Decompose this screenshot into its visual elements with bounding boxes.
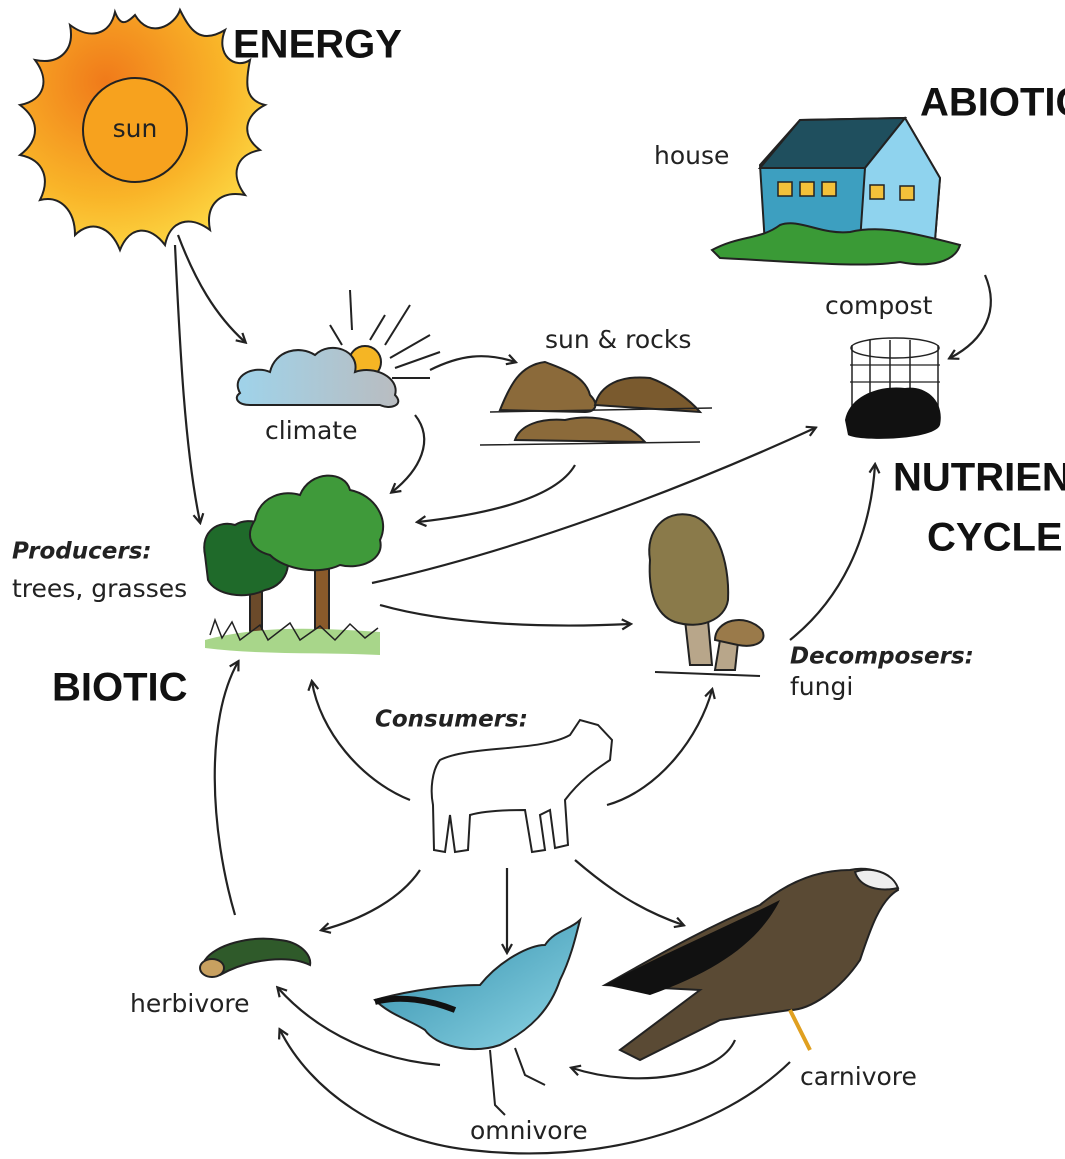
herbivore-label: herbivore bbox=[130, 989, 250, 1018]
omnivore-illustration: omnivore bbox=[375, 920, 588, 1145]
energy-heading: ENERGY bbox=[233, 23, 402, 67]
house-illustration: house bbox=[654, 118, 960, 265]
drawing-part bbox=[900, 186, 914, 200]
nutrient-heading: NUTRIENT bbox=[893, 456, 1065, 500]
biotic-heading: BIOTIC bbox=[52, 666, 188, 710]
drawing-part bbox=[850, 365, 940, 382]
drawing-part bbox=[250, 476, 383, 571]
drawing-part bbox=[778, 182, 792, 196]
fungi-illustration: Decomposers: fungi bbox=[649, 514, 974, 701]
sun-rocks-label: sun & rocks bbox=[545, 325, 691, 354]
drawing-part bbox=[851, 338, 939, 358]
drawing-part bbox=[370, 315, 385, 340]
herbivore-illustration: herbivore bbox=[130, 939, 310, 1018]
arrow bbox=[575, 860, 683, 925]
drawing-part bbox=[200, 959, 224, 977]
drawing-part bbox=[515, 418, 645, 442]
nutrient-cycle-diagram: sun ENERGY ABIOTIC house compost climate bbox=[0, 0, 1065, 1159]
drawing-part bbox=[715, 620, 763, 646]
drawing-part bbox=[432, 720, 612, 852]
arrow bbox=[215, 662, 238, 915]
arrow bbox=[430, 356, 515, 370]
consumers-heading: Consumers: bbox=[375, 707, 528, 733]
decomposers-label: fungi bbox=[790, 672, 853, 701]
arrow bbox=[418, 465, 575, 522]
producers-label: trees, grasses bbox=[12, 574, 187, 603]
drawing-part bbox=[822, 182, 836, 196]
compost-illustration: compost bbox=[825, 291, 941, 439]
arrow bbox=[950, 275, 991, 358]
compost-label: compost bbox=[825, 291, 933, 320]
climate-label: climate bbox=[265, 416, 358, 445]
cycle-heading: CYCLE bbox=[927, 516, 1063, 560]
arrow bbox=[312, 682, 410, 800]
drawing-part bbox=[800, 182, 814, 196]
producers-heading: Producers: bbox=[12, 539, 152, 565]
sun-illustration: sun bbox=[20, 10, 265, 250]
arrow bbox=[175, 245, 200, 522]
drawing-part bbox=[390, 335, 430, 358]
house-label: house bbox=[654, 141, 729, 170]
drawing-part bbox=[845, 387, 941, 438]
arrow bbox=[607, 690, 712, 805]
trees-illustration: Producers: trees, grasses bbox=[12, 476, 383, 655]
carnivore-label: carnivore bbox=[800, 1062, 917, 1091]
arrow bbox=[178, 235, 245, 342]
climate-illustration: climate bbox=[237, 290, 440, 445]
carnivore-illustration: carnivore bbox=[605, 869, 917, 1091]
drawing-part bbox=[205, 629, 380, 655]
drawing-part bbox=[500, 362, 595, 412]
cow-illustration: Consumers: bbox=[375, 707, 612, 853]
abiotic-heading: ABIOTIC bbox=[920, 81, 1065, 125]
arrow bbox=[372, 428, 815, 583]
omnivore-label: omnivore bbox=[470, 1116, 588, 1145]
drawing-part bbox=[395, 352, 440, 368]
drawing-part bbox=[685, 620, 712, 665]
arrow bbox=[392, 415, 424, 492]
drawing-part bbox=[490, 1048, 545, 1115]
drawing-part bbox=[870, 185, 884, 199]
page: sun ENERGY ABIOTIC house compost climate bbox=[0, 0, 1065, 1159]
drawing-part bbox=[790, 1010, 810, 1050]
arrow bbox=[790, 465, 875, 640]
arrow bbox=[380, 605, 630, 626]
decomposers-heading: Decomposers: bbox=[790, 644, 974, 670]
drawing-part bbox=[385, 305, 410, 345]
rocks-illustration: sun & rocks bbox=[480, 325, 712, 445]
drawing-part bbox=[330, 325, 342, 345]
sun-label: sun bbox=[113, 114, 158, 143]
drawing-part bbox=[649, 514, 728, 625]
drawing-part bbox=[595, 377, 700, 412]
drawing-part bbox=[655, 672, 760, 676]
drawing-part bbox=[375, 920, 580, 1049]
arrow bbox=[322, 870, 420, 930]
drawing-part bbox=[350, 290, 352, 330]
